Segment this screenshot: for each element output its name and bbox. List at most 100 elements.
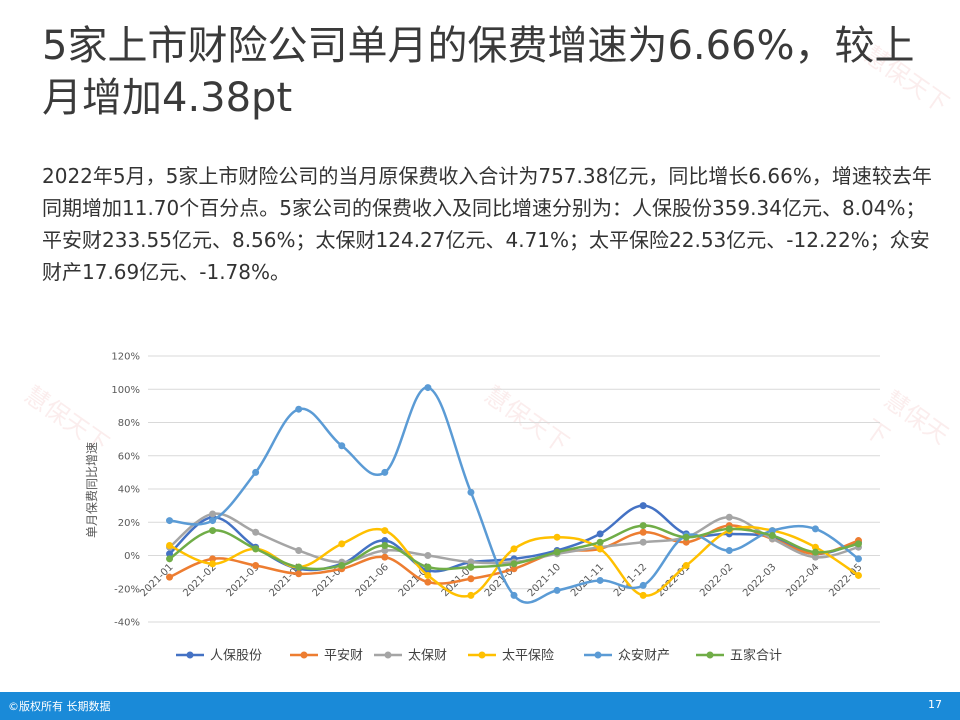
- data-point: [639, 522, 647, 530]
- data-point: [596, 538, 604, 546]
- data-point: [381, 542, 389, 550]
- x-tick-label: 2022-04: [784, 562, 821, 599]
- legend-entry: 平安财: [290, 649, 363, 664]
- data-point: [381, 553, 389, 561]
- data-point: [252, 545, 260, 553]
- page-number: 17: [928, 698, 942, 711]
- data-point: [639, 591, 647, 599]
- data-point: [553, 533, 561, 541]
- series-5: [166, 384, 862, 604]
- x-tick-label: 2021-06: [354, 562, 391, 599]
- data-point: [768, 527, 776, 535]
- data-point: [209, 555, 217, 563]
- data-point: [725, 513, 733, 521]
- data-point: [639, 502, 647, 510]
- data-point: [424, 384, 432, 392]
- data-point: [510, 565, 518, 573]
- y-tick-label: 0%: [124, 551, 140, 562]
- data-point: [596, 576, 604, 584]
- slide-title: 5家上市财险公司单月的保费增速为6.66%，较上月增加4.38pt: [42, 23, 915, 121]
- data-point: [553, 586, 561, 594]
- data-point: [252, 561, 260, 569]
- data-point: [510, 545, 518, 553]
- data-point: [295, 405, 303, 413]
- data-point: [725, 547, 733, 555]
- y-tick-label: 80%: [118, 418, 140, 429]
- data-point: [166, 517, 174, 525]
- data-point: [424, 578, 432, 586]
- data-point: [811, 553, 819, 561]
- data-point: [166, 555, 174, 563]
- data-point: [639, 581, 647, 589]
- data-point: [381, 468, 389, 476]
- legend-label: 人保股份: [210, 649, 262, 664]
- slide-body-text: 2022年5月，5家上市财险公司的当月原保费收入合计为757.38亿元，同比增长…: [42, 164, 932, 284]
- data-point: [596, 530, 604, 538]
- data-point: [295, 563, 303, 571]
- data-point: [854, 555, 862, 563]
- y-axis-ticks: -40% -20% 0% 20% 40% 60% 80% 100% 120%: [111, 352, 140, 629]
- legend-label: 太平保险: [502, 649, 554, 664]
- chart-series: [166, 384, 862, 604]
- y-tick-label: 20%: [118, 518, 140, 529]
- data-point: [295, 547, 303, 555]
- footer-bar: ©版权所有 长期数据 17: [0, 692, 960, 720]
- data-point: [252, 528, 260, 536]
- y-tick-label: -20%: [114, 584, 140, 595]
- data-point: [381, 527, 389, 535]
- data-point: [209, 517, 217, 525]
- legend-swatch-marker: [706, 651, 714, 659]
- data-point: [467, 591, 475, 599]
- legend-entry: 太保财: [374, 649, 447, 664]
- data-point: [424, 563, 432, 571]
- data-point: [467, 558, 475, 566]
- x-tick-label: 2022-03: [741, 562, 778, 599]
- data-point: [510, 591, 518, 599]
- data-point: [338, 561, 346, 569]
- x-axis-ticks: 2021-01 2021-02 2021-03 2021-04 2021-05 2021-…: [138, 562, 864, 599]
- legend-swatch-marker: [186, 651, 194, 659]
- data-point: [166, 573, 174, 581]
- data-point: [854, 540, 862, 548]
- data-point: [510, 560, 518, 568]
- data-point: [209, 527, 217, 535]
- data-point: [682, 533, 690, 541]
- data-point: [381, 537, 389, 545]
- data-point: [682, 561, 690, 569]
- data-point: [854, 571, 862, 579]
- x-tick-label: 2022-02: [698, 562, 735, 599]
- data-point: [424, 571, 432, 579]
- legend-entry: 众安财产: [584, 649, 670, 664]
- data-point: [682, 538, 690, 546]
- legend-entry: 五家合计: [696, 648, 782, 664]
- y-tick-label: -40%: [114, 618, 140, 629]
- data-point: [252, 468, 260, 476]
- data-point: [553, 548, 561, 556]
- legend-label: 众安财产: [618, 649, 670, 664]
- legend-label: 平安财: [324, 649, 363, 664]
- data-point: [166, 550, 174, 558]
- legend-swatch-marker: [594, 651, 602, 659]
- legend-label: 太保财: [408, 649, 447, 664]
- legend-swatch-marker: [384, 651, 392, 659]
- legend-swatch-marker: [300, 651, 308, 659]
- y-tick-label: 120%: [111, 352, 140, 363]
- data-point: [768, 532, 776, 540]
- data-point: [639, 538, 647, 546]
- data-point: [811, 543, 819, 551]
- data-point: [166, 542, 174, 550]
- data-point: [338, 442, 346, 450]
- data-point: [467, 488, 475, 496]
- data-point: [639, 528, 647, 536]
- data-point: [209, 560, 217, 568]
- legend-swatch-marker: [478, 651, 486, 659]
- data-point: [467, 563, 475, 571]
- chart-legend: 人保股份 平安财 太保财 太平保险 众安财产 五家合计: [176, 648, 782, 664]
- data-point: [338, 540, 346, 548]
- data-point: [725, 525, 733, 533]
- data-point: [381, 547, 389, 555]
- series-6: [166, 522, 862, 571]
- data-point: [596, 545, 604, 553]
- legend-label: 五家合计: [730, 648, 782, 664]
